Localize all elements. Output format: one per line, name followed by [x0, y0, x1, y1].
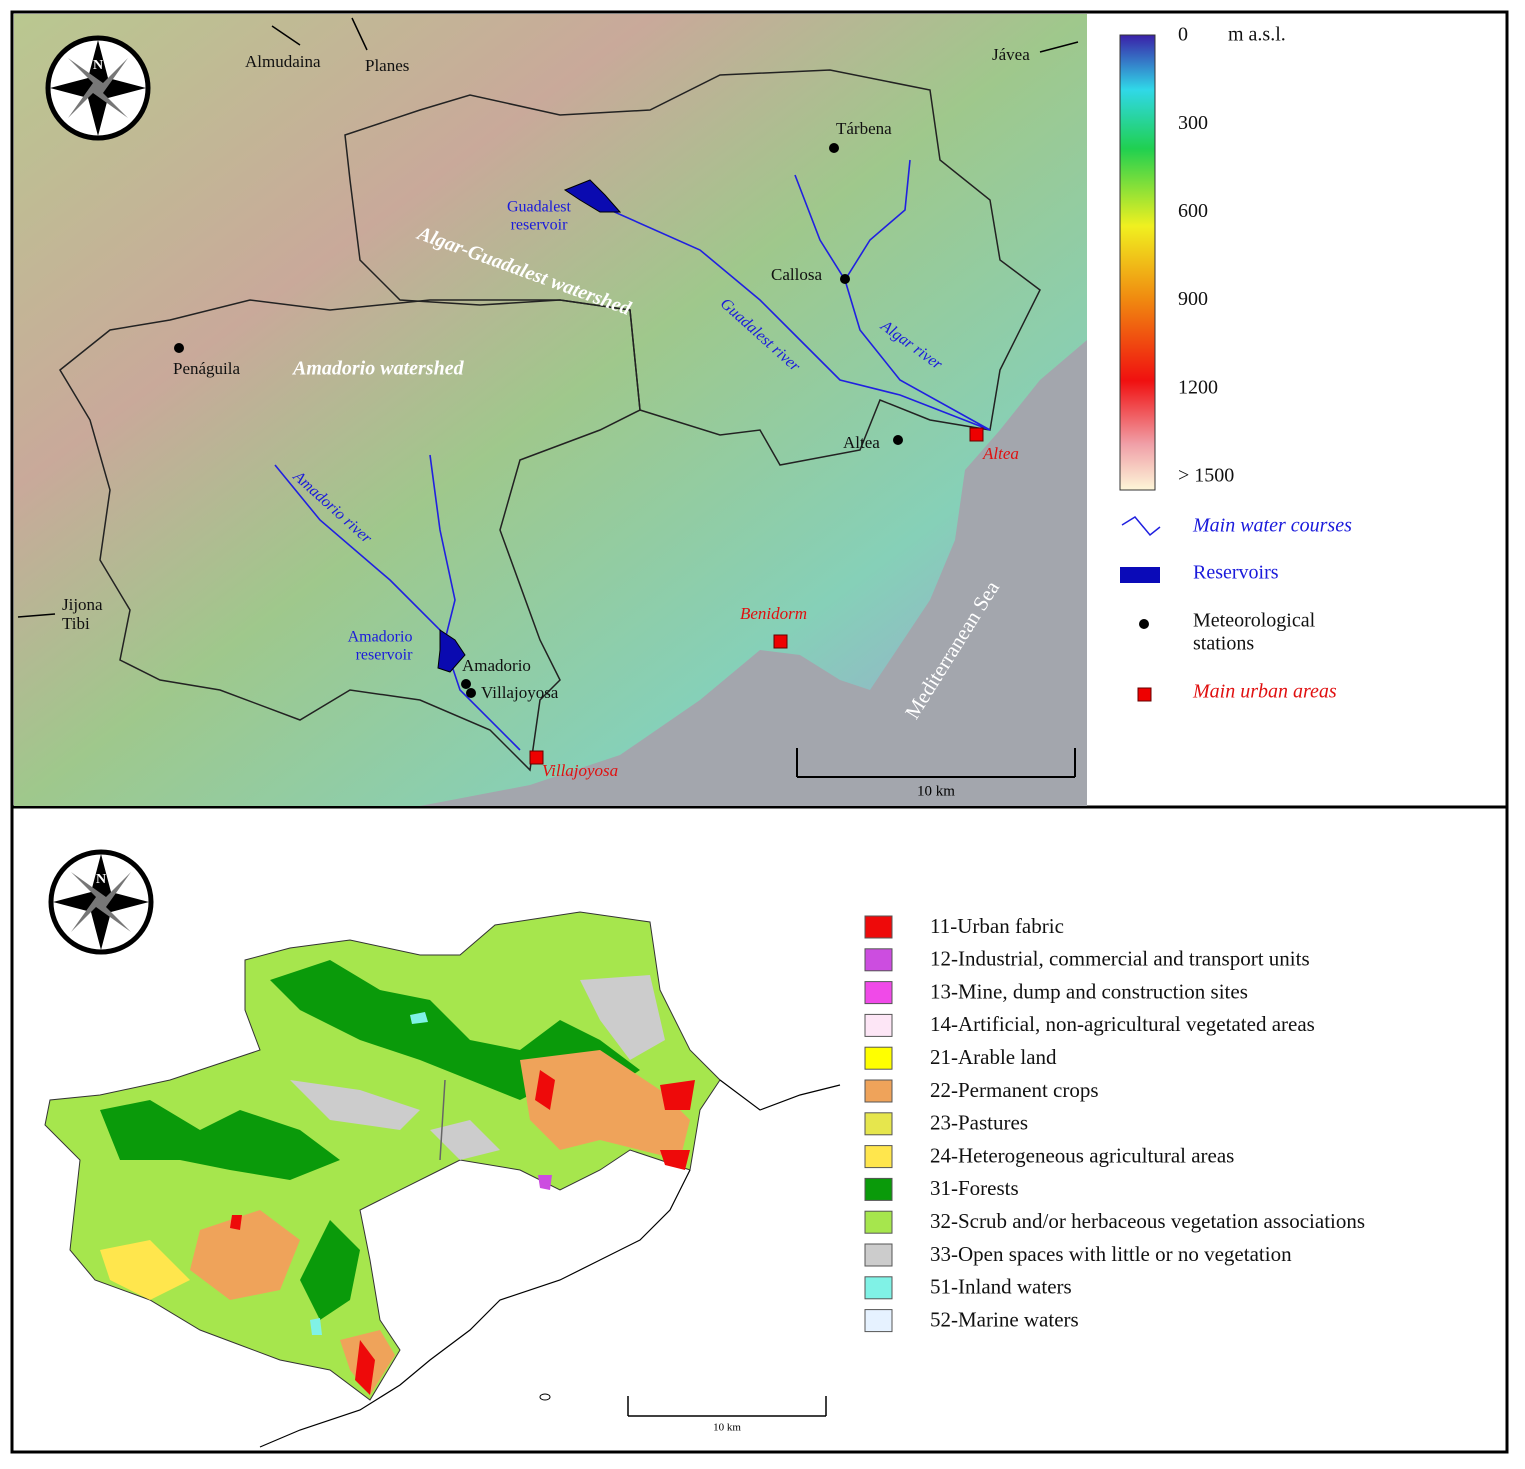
- legend-swatch: [864, 1243, 893, 1267]
- legend-swatch: [864, 915, 893, 939]
- north-label: N: [96, 872, 106, 887]
- legend-label: 52-Marine waters: [930, 1307, 1079, 1331]
- legend-label: 22-Permanent crops: [930, 1078, 1099, 1102]
- land-use-map: N 10 km: [44, 852, 841, 1448]
- urban-marker: [969, 427, 984, 442]
- frame: [10, 10, 1509, 1454]
- scale-label: 10 km: [917, 783, 955, 799]
- legend-label: 51-Inland waters: [930, 1275, 1072, 1299]
- urban-marker: [529, 750, 544, 765]
- legend-label: 12-Industrial, commercial and transport …: [930, 947, 1310, 971]
- reservoir-label: reservoir: [511, 217, 569, 234]
- elevation-label: > 1500: [1178, 465, 1234, 487]
- urban-label: Benidorm: [740, 604, 807, 623]
- legend-swatch: [864, 1276, 893, 1300]
- compass: [51, 852, 151, 952]
- rivers: [274, 159, 991, 751]
- legend-label: Reservoirs: [1193, 562, 1279, 584]
- reservoir-label: Guadalest: [507, 199, 572, 216]
- algar-watershed-outline: [344, 69, 1041, 466]
- station: [461, 679, 471, 689]
- place-label: Almudaina: [245, 52, 321, 71]
- reservoir: [563, 179, 622, 213]
- elevation-unit: m a.s.l.: [1228, 24, 1286, 46]
- place-label: Villajoyosa: [481, 683, 559, 702]
- stations: [174, 143, 903, 698]
- station: [174, 343, 184, 353]
- legend-swatch: [864, 981, 893, 1005]
- place-label: Tibi: [62, 614, 90, 633]
- legend-swatch: [864, 1013, 893, 1037]
- legend-label: 24-Heterogeneous agricultural areas: [930, 1143, 1234, 1167]
- legend-swatch: [1121, 516, 1161, 537]
- watershed-label: Amadorio watershed: [291, 358, 465, 380]
- scale-label: 10 km: [713, 1422, 741, 1434]
- legend-swatch: [864, 948, 893, 972]
- legend-swatch: [1139, 619, 1149, 629]
- urban-marker: [773, 634, 788, 649]
- legend-swatch: [864, 1145, 893, 1169]
- legend-label: Meteorological: [1193, 610, 1316, 632]
- legend-swatch: [1120, 567, 1160, 583]
- legend-swatch: [864, 1112, 893, 1136]
- legend-swatch: [1137, 687, 1152, 702]
- reservoir: [437, 629, 466, 673]
- urban-label: Altea: [982, 444, 1019, 463]
- place-label: Planes: [365, 56, 409, 75]
- amadorio-watershed-outline: [59, 299, 641, 772]
- legend-label: 31-Forests: [930, 1176, 1019, 1200]
- legend-swatch: [864, 1177, 893, 1201]
- sea: [420, 340, 1087, 806]
- legend-label: stations: [1193, 633, 1254, 655]
- station: [829, 143, 839, 153]
- place-label: Tárbena: [836, 119, 892, 138]
- compass: [48, 38, 148, 138]
- elevation-label: 900: [1178, 288, 1208, 310]
- place-label: Jávea: [992, 45, 1030, 64]
- legend-label: 21-Arable land: [930, 1045, 1057, 1069]
- elevation-label: 600: [1178, 200, 1208, 222]
- legend-swatch: [864, 1079, 893, 1103]
- place-label: Jijona: [62, 595, 103, 614]
- urban-markers: [529, 427, 984, 765]
- elevation-labels: 0 300 600 900 1200 > 1500: [1178, 24, 1234, 487]
- place-label: Callosa: [771, 265, 822, 284]
- station: [466, 688, 476, 698]
- place-label: Penáguila: [173, 359, 240, 378]
- top-legend: 0 300 600 900 1200 > 1500 m a.s.l. Main water…: [1119, 24, 1352, 703]
- reservoir-label: Amadorio: [348, 629, 413, 646]
- legend-label: 32-Scrub and/or herbaceous vegetation as…: [930, 1209, 1365, 1233]
- legend-label: 11-Urban fabric: [930, 914, 1064, 938]
- legend-swatch: [864, 1309, 893, 1333]
- legend-label: 33-Open spaces with little or no vegetat…: [930, 1242, 1292, 1266]
- elevation-label: 0: [1178, 24, 1188, 46]
- legend-label: Main urban areas: [1192, 681, 1337, 703]
- land-use-legend: 11-Urban fabric 12-Industrial, commercial…: [864, 914, 1365, 1333]
- place-label: Amadorio: [462, 656, 531, 675]
- urban-label: Villajoyosa: [542, 761, 618, 780]
- coastline: [259, 1079, 841, 1448]
- elevation-label: 300: [1178, 112, 1208, 134]
- north-label: N: [93, 58, 103, 73]
- place-label: Altea: [843, 433, 880, 452]
- legend-swatch: [864, 1210, 893, 1234]
- station: [893, 435, 903, 445]
- reservoir-label: reservoir: [356, 647, 414, 664]
- legend-label: 23-Pastures: [930, 1111, 1028, 1135]
- direction-arrows: [17, 17, 1079, 618]
- relief-map: 10 km N Almudaina Planes Jávea Tárbena C…: [14, 14, 1087, 806]
- elevation-label: 1200: [1178, 376, 1218, 398]
- land-use-patches: [100, 960, 695, 1395]
- legend-label: Main water courses: [1192, 515, 1352, 537]
- legend-label: 13-Mine, dump and construction sites: [930, 979, 1248, 1003]
- legend-swatch: [864, 1046, 893, 1070]
- legend-label: 14-Artificial, non-agricultural vegetate…: [930, 1012, 1315, 1036]
- station: [840, 274, 850, 284]
- watershed-divide: [439, 1079, 446, 1161]
- islet: [539, 1393, 551, 1401]
- elevation-bar: [1119, 34, 1156, 491]
